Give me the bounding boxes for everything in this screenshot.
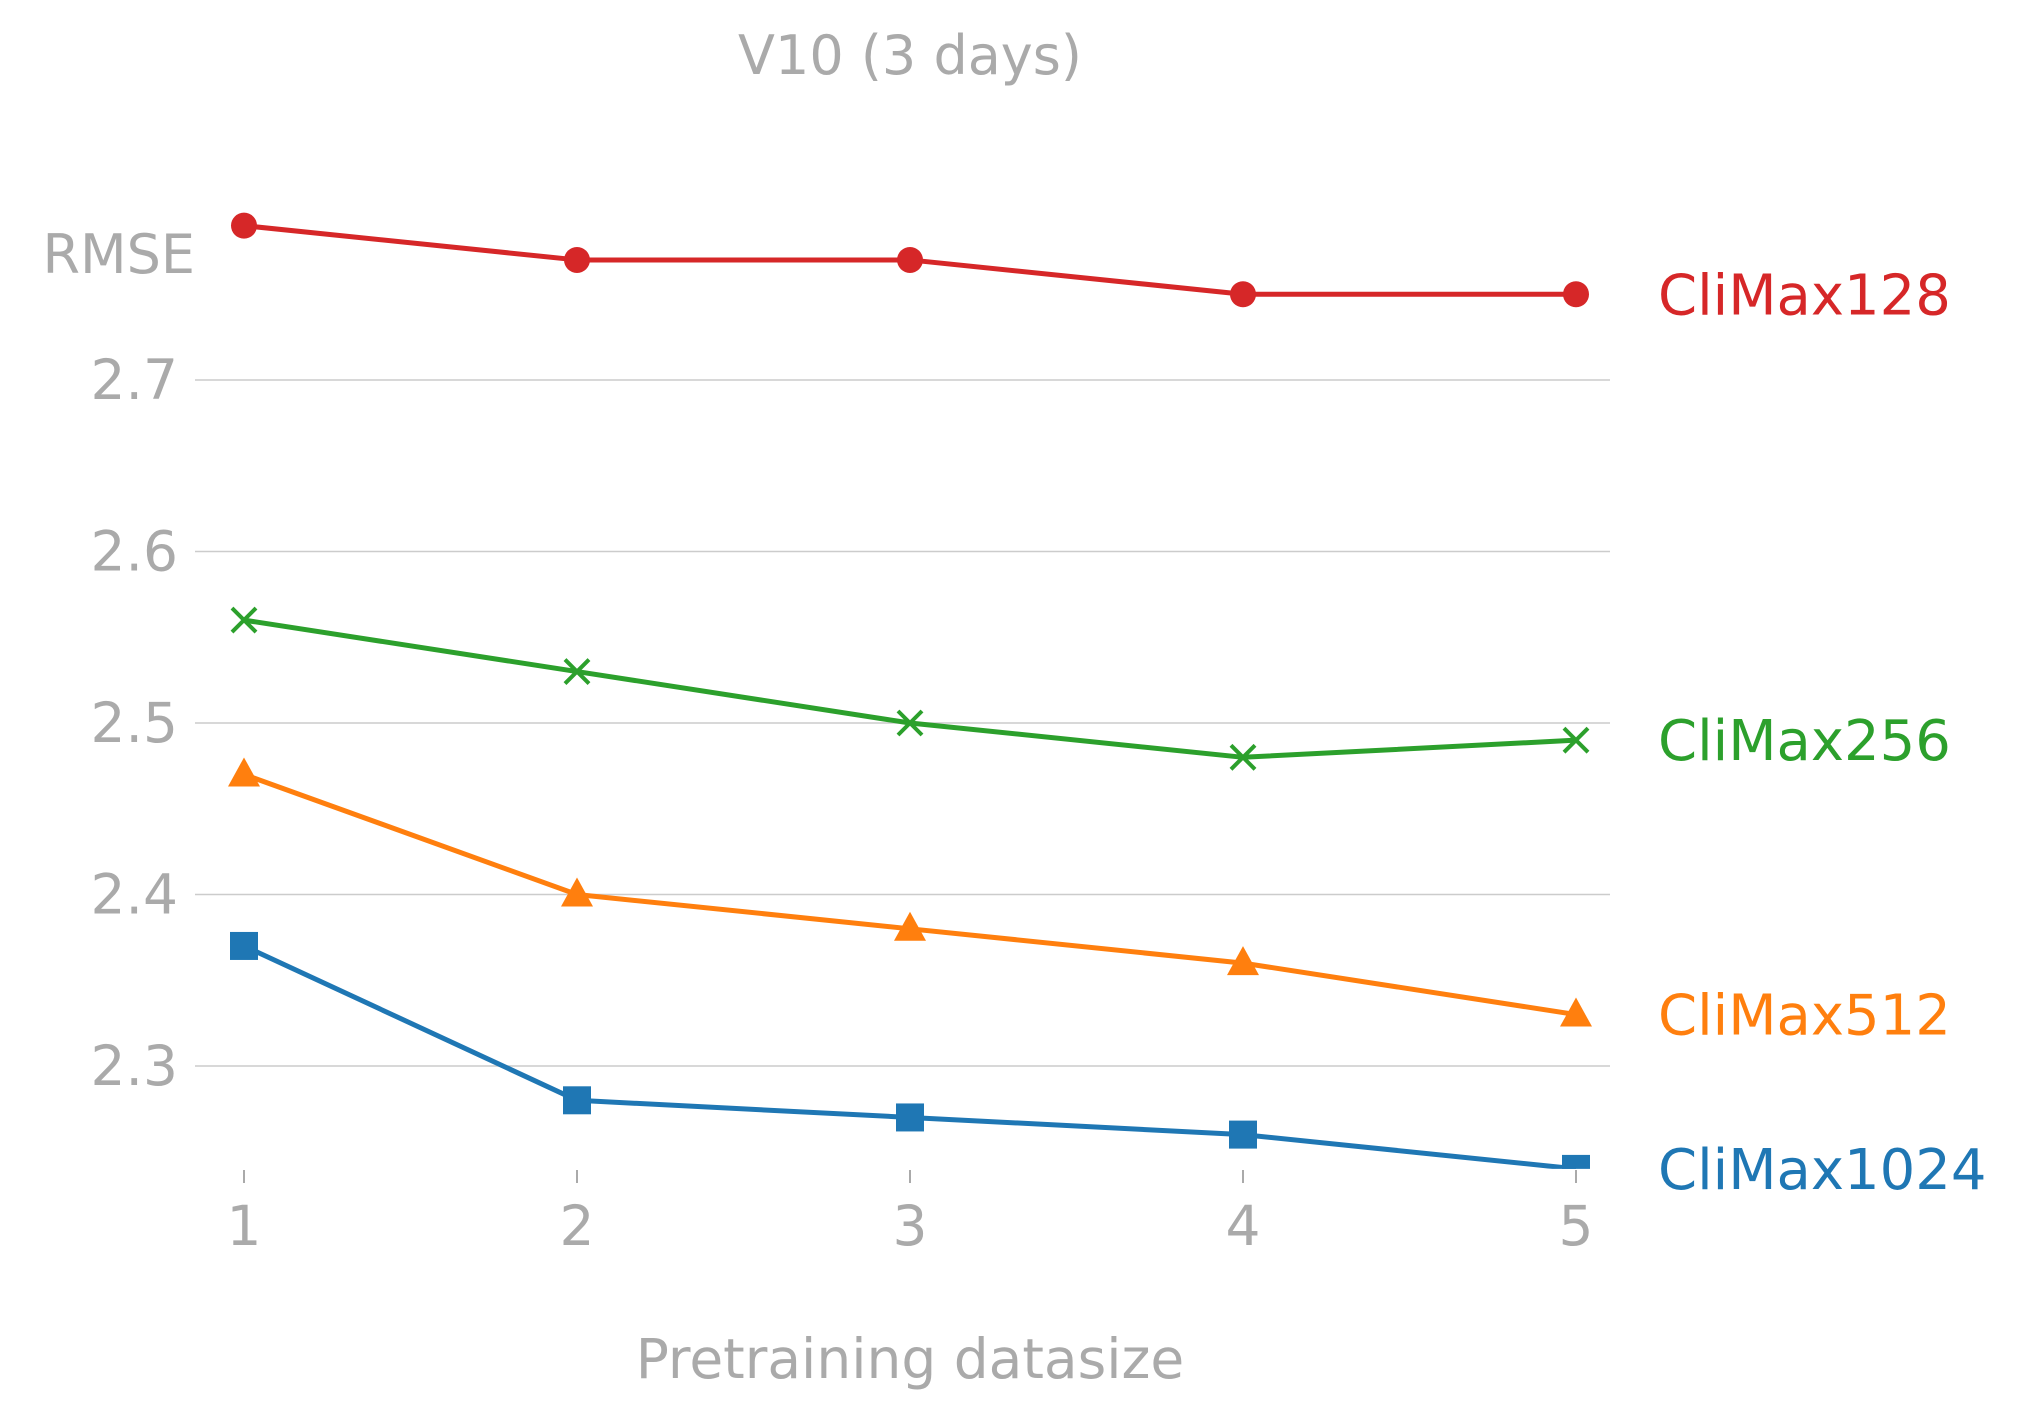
x-axis-label: Pretraining datasize <box>636 1327 1185 1391</box>
data-point <box>563 658 591 685</box>
data-point <box>1229 743 1257 771</box>
series-CliMax128 <box>231 212 1589 308</box>
x-tick-label: 2 <box>560 1194 595 1258</box>
data-point <box>1563 281 1589 308</box>
series-layer <box>228 212 1592 1169</box>
y-tick-label: 2.3 <box>91 1034 178 1098</box>
series-labels: CliMax128 CliMax256 CliMax512 CliMax1024 <box>1658 263 1987 1203</box>
series-label-CliMax128: CliMax128 <box>1658 263 1951 328</box>
y-tick-label: 2.7 <box>91 348 178 412</box>
x-tick-label: 4 <box>1226 1194 1261 1258</box>
x-tick-label: 5 <box>1559 1194 1594 1258</box>
data-point <box>1560 997 1592 1027</box>
data-point <box>564 246 590 273</box>
data-point <box>230 931 258 960</box>
series-label-CliMax512: CliMax512 <box>1658 984 1951 1049</box>
data-point <box>563 1086 591 1115</box>
data-point <box>897 246 923 273</box>
x-ticks: 1 2 3 4 5 <box>227 1170 1594 1258</box>
data-point <box>1230 281 1256 308</box>
data-point <box>894 911 926 941</box>
series-label-CliMax1024: CliMax1024 <box>1658 1138 1987 1203</box>
series-CliMax512 <box>228 757 1592 1027</box>
series-label-CliMax256: CliMax256 <box>1658 709 1951 774</box>
y-tick-label: 2.5 <box>91 691 178 755</box>
data-point <box>1562 1154 1590 1169</box>
data-point <box>230 606 258 634</box>
x-tick-label: 1 <box>227 1194 262 1258</box>
series-CliMax1024 <box>230 931 1590 1169</box>
data-point <box>231 212 257 239</box>
y-tick-label: 2.6 <box>91 520 178 584</box>
data-point <box>561 877 593 907</box>
data-point <box>1229 1120 1257 1149</box>
series-CliMax256 <box>230 606 1590 771</box>
y-axis-label: RMSE <box>42 223 195 286</box>
chart-title: V10 (3 days) <box>738 24 1082 87</box>
series-line <box>243 617 1577 760</box>
y-tick-labels: 2.3 2.4 2.5 2.6 2.7 <box>91 348 178 1098</box>
series-line <box>242 943 1577 1169</box>
x-tick-label: 3 <box>893 1194 928 1258</box>
data-point <box>1227 946 1259 976</box>
data-point <box>228 757 260 787</box>
y-tick-label: 2.4 <box>91 863 178 927</box>
data-point <box>896 709 924 737</box>
data-point <box>896 1103 924 1132</box>
data-point <box>1562 726 1590 754</box>
